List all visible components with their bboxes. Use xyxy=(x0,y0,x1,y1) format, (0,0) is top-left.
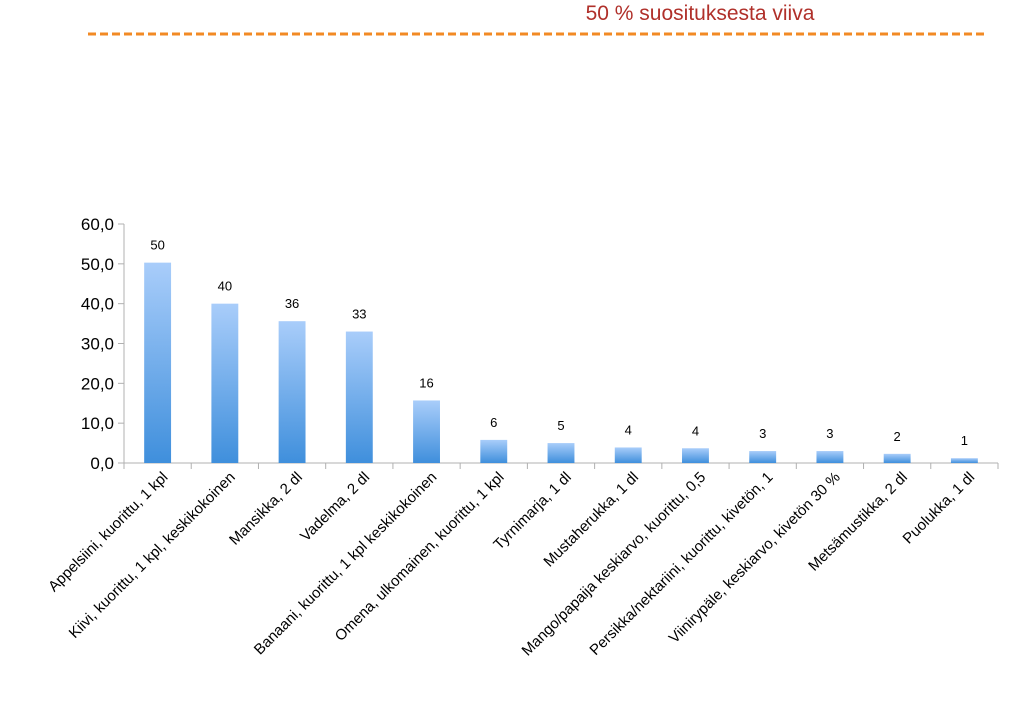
bar xyxy=(345,331,373,463)
bar xyxy=(413,400,440,463)
data-label: 5 xyxy=(557,418,564,433)
bar xyxy=(614,447,642,463)
data-label: 36 xyxy=(285,296,299,311)
y-tick-label: 40,0 xyxy=(81,295,114,314)
y-tick-label: 10,0 xyxy=(81,414,114,433)
category-label: Appelsiini, kuorittu, 1 kpl xyxy=(45,469,171,595)
bar xyxy=(480,439,508,463)
y-tick-label: 0,0 xyxy=(90,454,114,473)
data-label: 40 xyxy=(218,279,232,294)
y-tick-label: 20,0 xyxy=(81,374,114,393)
y-tick-label: 50,0 xyxy=(81,255,114,274)
y-tick-label: 60,0 xyxy=(81,215,114,234)
data-label: 50 xyxy=(150,238,164,253)
bar xyxy=(144,262,172,463)
y-tick-label: 30,0 xyxy=(81,335,114,354)
data-label: 1 xyxy=(961,433,968,448)
category-label: Puolukka, 1 dl xyxy=(900,469,979,548)
data-label: 4 xyxy=(692,423,699,438)
bar xyxy=(950,458,978,463)
reference-line-label: 50 % suosituksesta viiva xyxy=(585,2,815,25)
data-label: 33 xyxy=(352,307,366,322)
bar xyxy=(682,448,709,463)
data-label: 16 xyxy=(419,375,433,390)
plot-area: 0,0 10,0 20,0 30,0 40,0 50,0 60,0 50 Appelsiini,… xyxy=(45,215,999,659)
data-label: 3 xyxy=(759,426,766,441)
data-label: 6 xyxy=(490,415,497,430)
bar xyxy=(749,451,777,463)
data-label: 3 xyxy=(826,426,833,441)
bar xyxy=(278,321,306,463)
bar xyxy=(816,451,844,463)
bar xyxy=(883,453,911,463)
data-label: 2 xyxy=(894,429,901,444)
data-label: 4 xyxy=(625,422,632,437)
bar xyxy=(547,443,575,463)
bar xyxy=(211,303,239,463)
category-label: Vadelma, 2 dl xyxy=(297,469,373,545)
